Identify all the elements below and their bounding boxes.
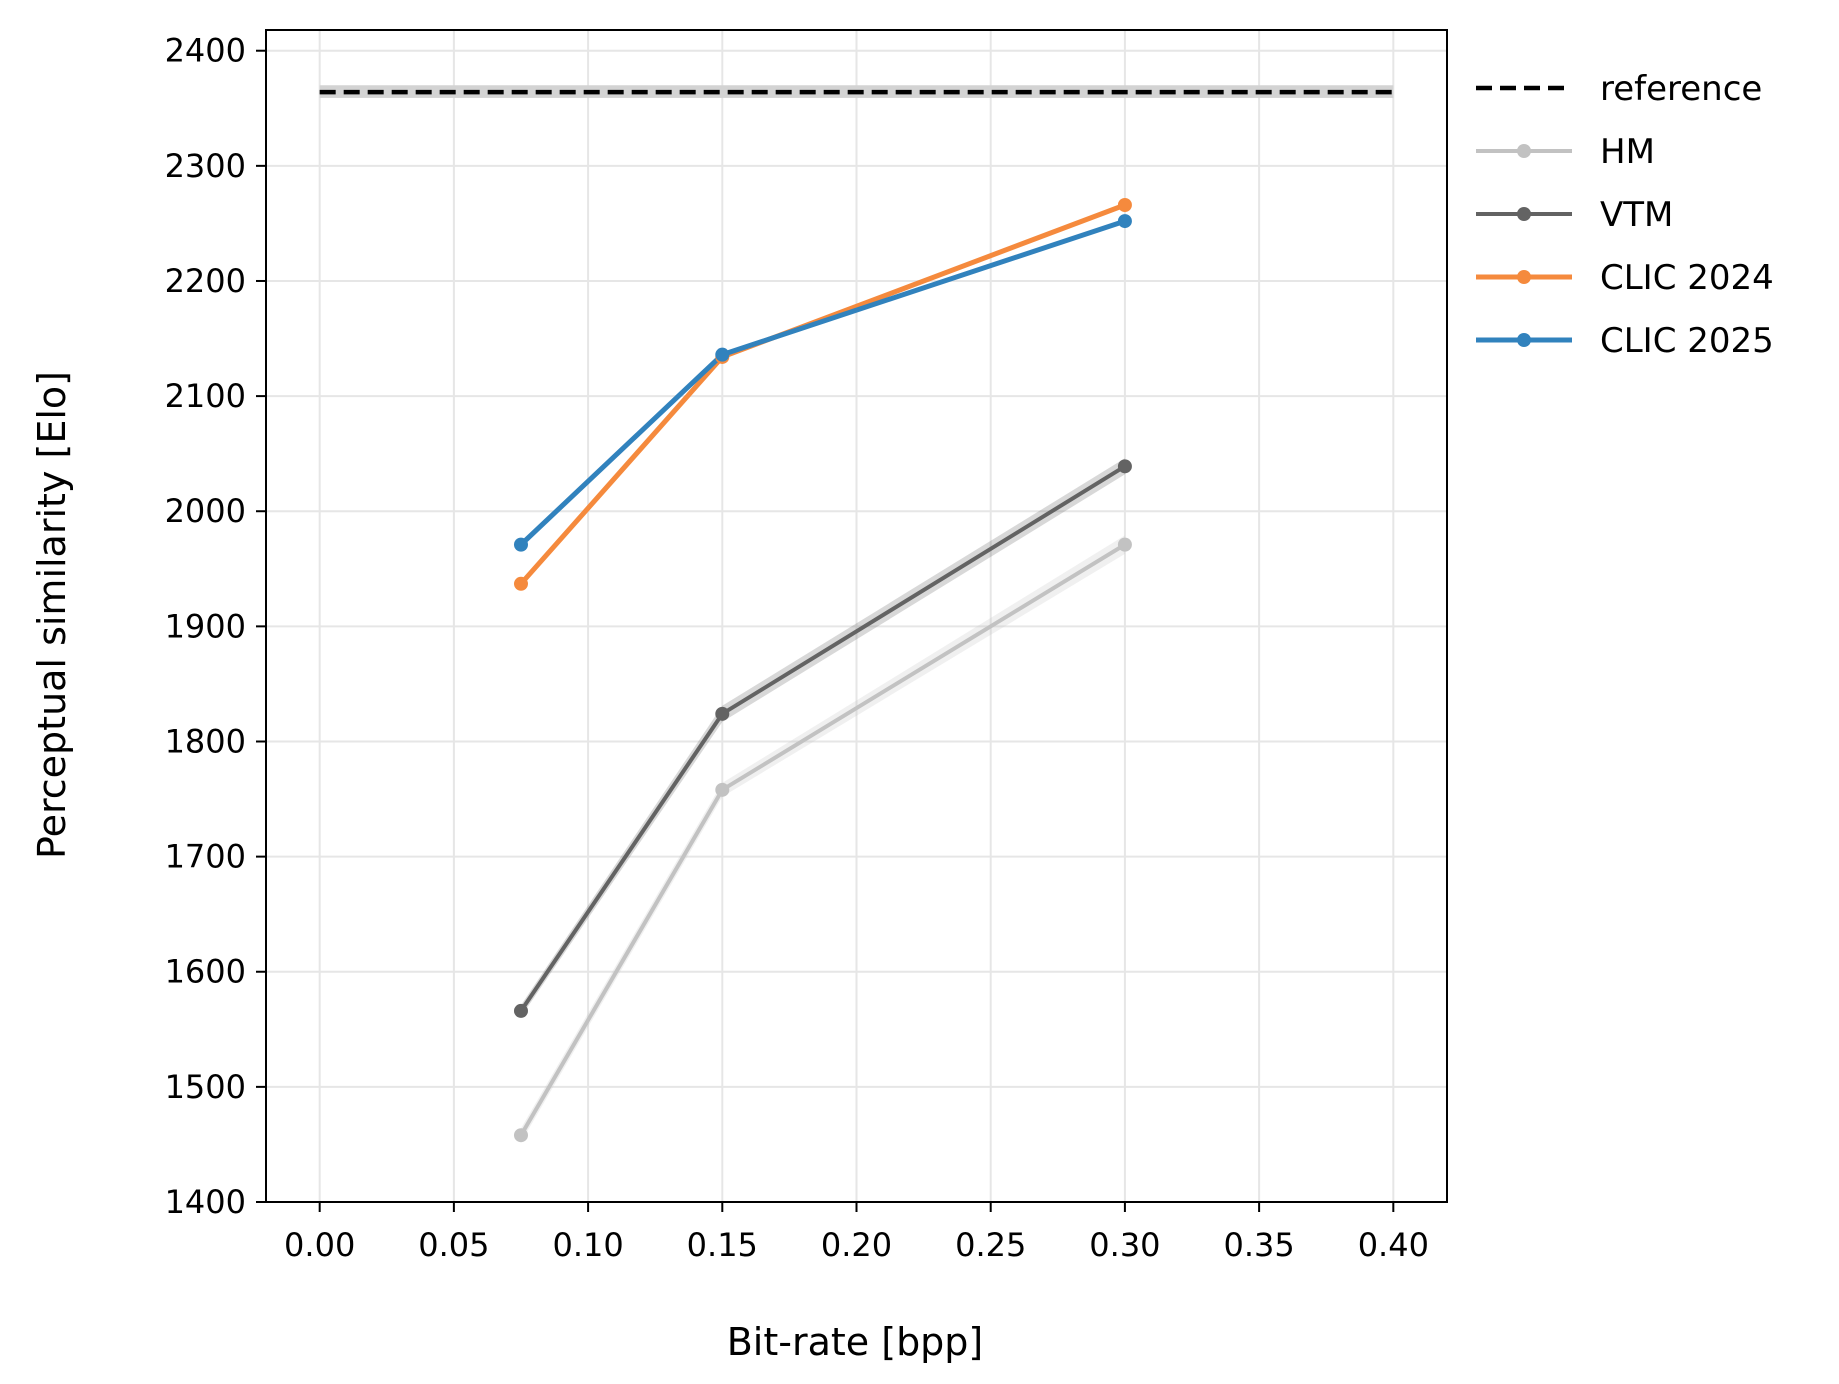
data-point-hm bbox=[513, 1128, 528, 1143]
y-tick-label: 2000 bbox=[165, 492, 246, 530]
legend-label-vtm: VTM bbox=[1600, 195, 1673, 235]
y-tick-label: 1700 bbox=[165, 838, 246, 876]
y-tick-label: 2200 bbox=[165, 262, 246, 300]
data-point-vtm bbox=[513, 1003, 528, 1018]
data-point-clic-2024 bbox=[513, 576, 528, 591]
y-axis-label: Perceptual similarity [Elo] bbox=[30, 371, 74, 859]
legend-marker-vtm bbox=[1517, 207, 1531, 221]
x-tick-label: 0.20 bbox=[821, 1226, 892, 1264]
data-point-vtm bbox=[1117, 459, 1132, 474]
data-point-hm bbox=[715, 782, 730, 797]
x-tick-label: 0.00 bbox=[284, 1226, 355, 1264]
x-tick-label: 0.15 bbox=[687, 1226, 758, 1264]
legend-marker-clic-2024 bbox=[1517, 270, 1531, 284]
y-axis-ticks: 1400 1500 1600 1700 1800 1900 2000 2100 2200 2300… bbox=[165, 32, 266, 1221]
data-point-vtm bbox=[715, 706, 730, 721]
data-point-clic-2025 bbox=[1117, 214, 1132, 229]
data-point-clic-2024 bbox=[1117, 197, 1132, 212]
y-tick-label: 1500 bbox=[165, 1068, 246, 1106]
y-tick-label: 2400 bbox=[165, 32, 246, 70]
y-tick-label: 1900 bbox=[165, 607, 246, 645]
x-tick-label: 0.40 bbox=[1358, 1226, 1429, 1264]
y-tick-label: 2100 bbox=[165, 377, 246, 415]
legend-label-reference: reference bbox=[1600, 69, 1762, 109]
x-tick-label: 0.35 bbox=[1223, 1226, 1294, 1264]
data-point-clic-2025 bbox=[715, 347, 730, 362]
x-axis-label: Bit-rate [bpp] bbox=[727, 1320, 984, 1364]
x-tick-label: 0.10 bbox=[552, 1226, 623, 1264]
x-tick-label: 0.30 bbox=[1089, 1226, 1160, 1264]
legend-label-clic-2024: CLIC 2024 bbox=[1600, 258, 1774, 298]
legend-label-hm: HM bbox=[1600, 132, 1655, 172]
legend-marker-clic-2025 bbox=[1517, 333, 1531, 347]
series-points bbox=[513, 197, 1132, 1143]
legend-marker-hm bbox=[1517, 144, 1531, 158]
grid bbox=[266, 30, 1447, 1203]
data-point-hm bbox=[1117, 537, 1132, 552]
x-tick-label: 0.25 bbox=[955, 1226, 1026, 1264]
y-tick-label: 1400 bbox=[165, 1183, 246, 1221]
y-tick-label: 1600 bbox=[165, 953, 246, 991]
legend: reference HM VTM CLIC 2024 CLIC 2025 bbox=[1476, 69, 1774, 361]
y-tick-label: 2300 bbox=[165, 147, 246, 185]
legend-label-clic-2025: CLIC 2025 bbox=[1600, 321, 1774, 361]
y-tick-label: 1800 bbox=[165, 722, 246, 760]
x-tick-label: 0.05 bbox=[418, 1226, 489, 1264]
x-axis-ticks: 0.00 0.05 0.10 0.15 0.20 0.25 0.30 0.35 0.40 bbox=[284, 1202, 1429, 1264]
data-point-clic-2025 bbox=[513, 537, 528, 552]
